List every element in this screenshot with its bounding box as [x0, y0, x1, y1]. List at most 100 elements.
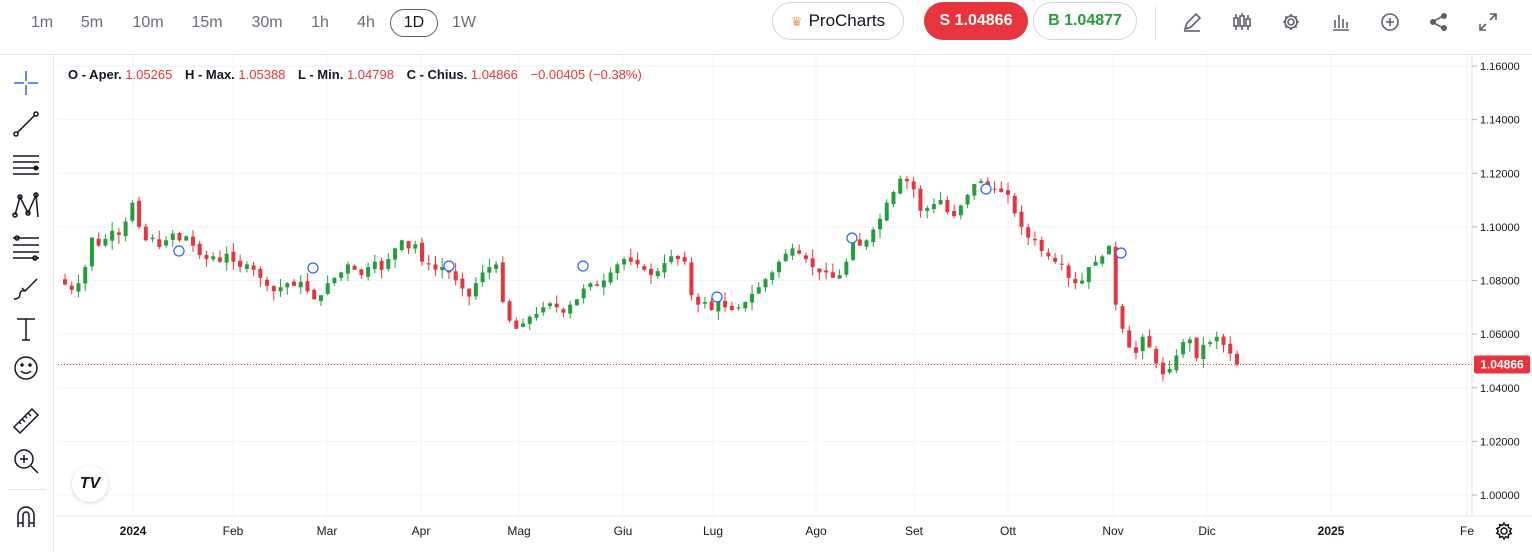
candle-body — [211, 256, 216, 260]
event-marker-icon[interactable] — [846, 232, 858, 244]
event-marker-icon[interactable] — [307, 262, 319, 274]
brush-icon[interactable] — [9, 271, 43, 305]
candle-body — [137, 200, 142, 227]
candle-body — [184, 236, 189, 241]
candle-body — [426, 263, 431, 265]
candle-body — [1113, 246, 1118, 305]
event-marker-icon[interactable] — [577, 260, 589, 272]
event-marker-icon[interactable] — [1115, 247, 1127, 259]
x-tick-label: Set — [905, 524, 924, 538]
candle-body — [642, 266, 647, 270]
candle-body — [797, 250, 802, 254]
candle-body — [1046, 252, 1051, 257]
candle-body — [628, 257, 633, 262]
candle-body — [965, 194, 970, 205]
candle-body — [413, 244, 418, 249]
horizontal-lines-icon[interactable] — [9, 148, 43, 182]
candle-body — [655, 271, 660, 277]
price-axis[interactable]: 1.16000 1.14000 1.12000 1.10000 1.08000 1.060… — [1472, 61, 1520, 502]
event-marker-icon[interactable] — [711, 291, 723, 303]
candle-body — [123, 221, 128, 237]
toolbar-separator — [8, 489, 46, 490]
sell-button[interactable]: S 1.04866 — [924, 2, 1028, 40]
text-icon[interactable] — [9, 312, 43, 346]
zoom-in-icon[interactable] — [9, 444, 43, 478]
candle-body — [783, 253, 788, 262]
candle-body — [312, 289, 317, 300]
grid — [58, 55, 1472, 516]
share-icon[interactable] — [1428, 11, 1450, 33]
procharts-button[interactable]: ♛ ProCharts — [772, 2, 904, 40]
tradingview-logo[interactable]: TV — [72, 466, 108, 502]
magnet-icon[interactable] — [9, 500, 43, 534]
buy-button[interactable]: B 1.04877 — [1033, 2, 1137, 40]
timeframe-1m[interactable]: 1m — [30, 14, 54, 31]
timeframe-4h[interactable]: 4h — [357, 14, 375, 31]
pattern-icon[interactable] — [9, 189, 43, 223]
candle-body — [265, 279, 270, 286]
y-tick-label: 1.08000 — [1480, 276, 1520, 288]
settings-gear-icon[interactable] — [1494, 521, 1514, 541]
y-tick-label: 1.00000 — [1480, 490, 1520, 502]
candle-body — [925, 208, 930, 211]
gear-icon[interactable] — [1280, 11, 1302, 33]
candle-body — [1154, 349, 1159, 364]
event-marker-icon[interactable] — [980, 183, 992, 195]
candle-body — [945, 200, 950, 213]
candle-body — [164, 240, 169, 246]
candle-body — [750, 293, 755, 303]
candle-body — [696, 296, 701, 305]
ruler-icon[interactable] — [9, 404, 43, 438]
trend-line-icon[interactable] — [9, 107, 43, 141]
timeframe-15m[interactable]: 15m — [191, 14, 223, 31]
candles — [63, 175, 1239, 382]
candle-body — [69, 285, 74, 290]
timeframe-30m[interactable]: 30m — [251, 14, 283, 31]
candle-body — [352, 265, 357, 270]
candle-body — [238, 260, 243, 268]
candle-body — [574, 299, 579, 306]
crosshair-icon[interactable] — [9, 66, 43, 100]
open-label: O - Aper. — [68, 67, 122, 82]
candle-body — [999, 188, 1004, 193]
candle-body — [675, 256, 680, 260]
candle-body — [1005, 190, 1010, 195]
candle-body — [1208, 342, 1213, 344]
time-axis[interactable]: 2024 Feb Mar Apr Mag Giu Lug Ago Set Ott Nov Dic 202… — [120, 524, 1475, 538]
candle-body — [1167, 368, 1172, 373]
candle-body — [716, 301, 721, 312]
candle-body — [891, 192, 896, 205]
emoji-icon[interactable] — [9, 351, 43, 385]
candle-body — [1107, 245, 1112, 255]
candle-body — [1120, 306, 1125, 329]
candle-body — [1147, 336, 1152, 348]
candle-body — [271, 286, 276, 292]
expand-icon[interactable] — [1477, 11, 1499, 33]
low-label: L - Min. — [298, 67, 344, 82]
candle-body — [958, 205, 963, 216]
event-marker-icon[interactable] — [173, 245, 185, 257]
candle-body — [217, 257, 222, 262]
pencil-icon[interactable] — [1181, 11, 1203, 33]
timeframe-1h[interactable]: 1h — [311, 14, 329, 31]
fib-icon[interactable] — [9, 230, 43, 264]
timeframe-1d[interactable]: 1D — [390, 9, 438, 37]
candle-body — [1019, 211, 1024, 227]
candle-body — [1201, 344, 1206, 360]
candle-body — [918, 188, 923, 211]
candle-body — [453, 271, 458, 281]
candle-body — [911, 181, 916, 190]
candle-body — [318, 295, 323, 301]
candles-icon[interactable] — [1231, 11, 1253, 33]
bars-icon[interactable] — [1330, 11, 1352, 33]
candle-body — [339, 272, 344, 278]
candle-body — [345, 264, 350, 274]
plus-circle-icon[interactable] — [1379, 11, 1401, 33]
event-marker-icon[interactable] — [443, 260, 455, 272]
timeframe-1w[interactable]: 1W — [452, 14, 476, 31]
candle-body — [952, 211, 957, 217]
candle-body — [1140, 336, 1145, 352]
timeframe-10m[interactable]: 10m — [132, 14, 164, 31]
timeframe-5m[interactable]: 5m — [80, 14, 104, 31]
